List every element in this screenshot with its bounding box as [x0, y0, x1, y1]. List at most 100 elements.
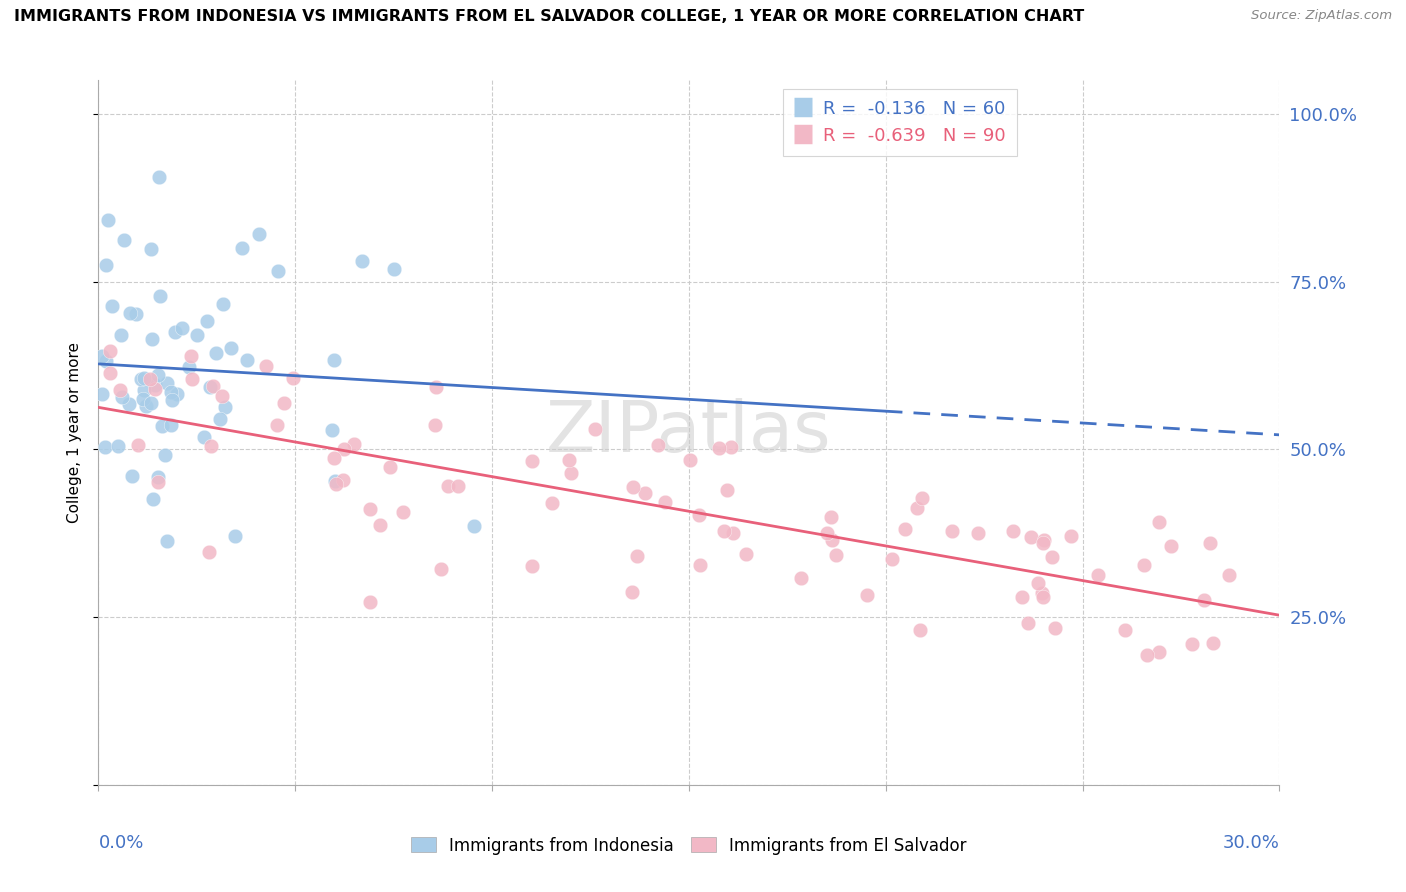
Point: [236, 352, 259, 367]
Point: [430, 561, 453, 575]
Point: [143, 378, 166, 392]
Text: Source: ZipAtlas.com: Source: ZipAtlas.com: [1251, 9, 1392, 22]
Point: [880, 551, 903, 566]
Point: [541, 496, 564, 510]
Point: [1202, 636, 1225, 650]
Point: [156, 534, 179, 549]
Point: [1160, 540, 1182, 554]
Point: [447, 478, 470, 492]
Point: [1026, 576, 1049, 591]
Point: [141, 242, 163, 256]
Point: [110, 327, 132, 342]
Point: [281, 371, 304, 385]
Point: [721, 526, 744, 541]
Point: [150, 418, 173, 433]
Point: [181, 372, 204, 386]
Point: [129, 372, 152, 386]
Point: [1043, 621, 1066, 635]
Point: [212, 296, 235, 310]
Point: [127, 438, 149, 452]
Point: [583, 422, 606, 436]
Point: [323, 474, 346, 488]
Text: 0.0%: 0.0%: [98, 834, 143, 852]
Point: [186, 327, 208, 342]
Point: [110, 383, 132, 397]
Point: [621, 479, 644, 493]
Point: [437, 479, 460, 493]
Point: [825, 548, 848, 562]
Point: [224, 528, 246, 542]
Point: [1032, 536, 1054, 550]
Point: [679, 453, 702, 467]
Point: [392, 505, 415, 519]
Point: [273, 396, 295, 410]
Point: [200, 439, 222, 453]
Point: [148, 169, 170, 184]
Point: [382, 261, 405, 276]
Point: [423, 418, 446, 433]
Point: [1017, 615, 1039, 630]
Point: [1218, 568, 1240, 582]
Point: [790, 572, 813, 586]
Point: [139, 396, 162, 410]
Point: [120, 305, 142, 319]
Text: 30.0%: 30.0%: [1223, 834, 1279, 852]
Text: IMMIGRANTS FROM INDONESIA VS IMMIGRANTS FROM EL SALVADOR COLLEGE, 1 YEAR OR MORE: IMMIGRANTS FROM INDONESIA VS IMMIGRANTS …: [14, 9, 1084, 24]
Point: [1136, 648, 1159, 663]
Point: [1040, 550, 1063, 565]
Point: [198, 544, 221, 558]
Point: [153, 448, 176, 462]
Point: [634, 486, 657, 500]
Point: [101, 299, 124, 313]
Point: [894, 522, 917, 536]
Point: [200, 380, 222, 394]
Point: [94, 440, 117, 454]
Point: [172, 321, 194, 335]
Point: [254, 359, 277, 374]
Point: [323, 450, 346, 465]
Point: [333, 442, 356, 456]
Point: [1192, 592, 1215, 607]
Point: [201, 378, 224, 392]
Point: [359, 501, 381, 516]
Point: [378, 459, 401, 474]
Point: [146, 368, 169, 382]
Point: [820, 510, 842, 524]
Point: [160, 417, 183, 432]
Point: [621, 584, 644, 599]
Point: [156, 376, 179, 390]
Point: [96, 353, 118, 368]
Point: [107, 439, 129, 453]
Point: [647, 438, 669, 452]
Point: [323, 353, 346, 368]
Point: [146, 475, 169, 489]
Point: [560, 467, 582, 481]
Point: [211, 389, 233, 403]
Point: [166, 387, 188, 401]
Point: [145, 382, 167, 396]
Point: [1060, 529, 1083, 543]
Point: [626, 549, 648, 563]
Point: [160, 384, 183, 399]
Point: [520, 453, 543, 467]
Point: [124, 307, 146, 321]
Point: [134, 383, 156, 397]
Point: [520, 558, 543, 573]
Point: [558, 452, 581, 467]
Point: [247, 227, 270, 242]
Point: [856, 589, 879, 603]
Point: [463, 519, 485, 533]
Point: [1011, 590, 1033, 604]
Point: [425, 380, 447, 394]
Point: [98, 344, 121, 359]
Point: [118, 397, 141, 411]
Point: [1019, 530, 1042, 544]
Point: [1181, 637, 1204, 651]
Point: [343, 437, 366, 451]
Point: [214, 400, 236, 414]
Point: [91, 387, 114, 401]
Point: [146, 470, 169, 484]
Point: [132, 392, 155, 406]
Point: [149, 289, 172, 303]
Point: [209, 412, 232, 426]
